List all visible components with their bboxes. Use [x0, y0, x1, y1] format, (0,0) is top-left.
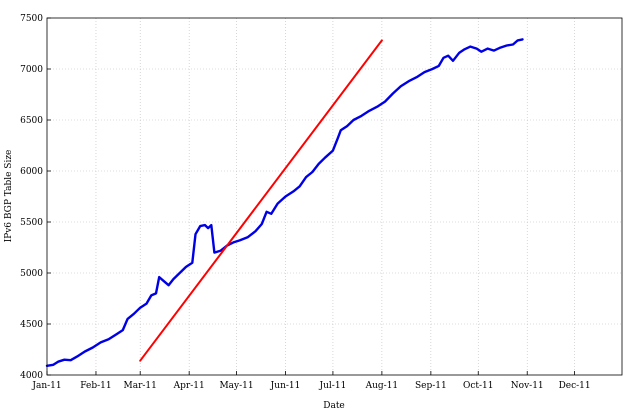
y-tick-label: 7500: [20, 14, 43, 24]
x-tick-label: Sep-11: [415, 381, 447, 391]
series-line-0: [45, 38, 524, 367]
series-line-1: [139, 39, 383, 362]
x-tick-label: Nov-11: [511, 381, 544, 391]
x-tick-label: Feb-11: [80, 381, 111, 391]
y-tick-label: 4000: [20, 371, 43, 381]
x-tick-label: May-11: [219, 381, 253, 391]
y-tick-label: 7000: [20, 65, 43, 75]
x-tick-label: Aug-11: [365, 381, 399, 391]
x-tick-label: Jun-11: [270, 381, 301, 391]
x-tick-label: Dec-11: [559, 381, 591, 391]
x-tick-label: Mar-11: [124, 381, 157, 391]
plot-frame: [46, 17, 623, 376]
y-tick-label: 6500: [20, 116, 43, 126]
x-tick-label: Jul-11: [319, 381, 347, 391]
x-tick-label: Oct-11: [463, 381, 494, 391]
y-tick-label: 5500: [20, 218, 43, 228]
x-axis-label: Date: [323, 401, 345, 411]
y-axis-label: IPv6 BGP Table Size: [4, 150, 14, 243]
y-tick-labels: 4000 4500 5000 5500 6000 6500 7000 7500: [20, 14, 51, 381]
x-tick-labels: Jan-11 Feb-11 Mar-11 Apr-11 May-11 Jun-11 Jul-…: [31, 371, 591, 391]
y-tick-label: 5000: [20, 269, 43, 279]
x-tick-label: Apr-11: [173, 381, 205, 391]
y-tick-label: 6000: [20, 167, 43, 177]
grid-lines: [47, 18, 622, 375]
y-tick-label: 4500: [20, 320, 43, 330]
x-tick-label: Jan-11: [31, 381, 61, 391]
series-lines: [45, 38, 524, 367]
